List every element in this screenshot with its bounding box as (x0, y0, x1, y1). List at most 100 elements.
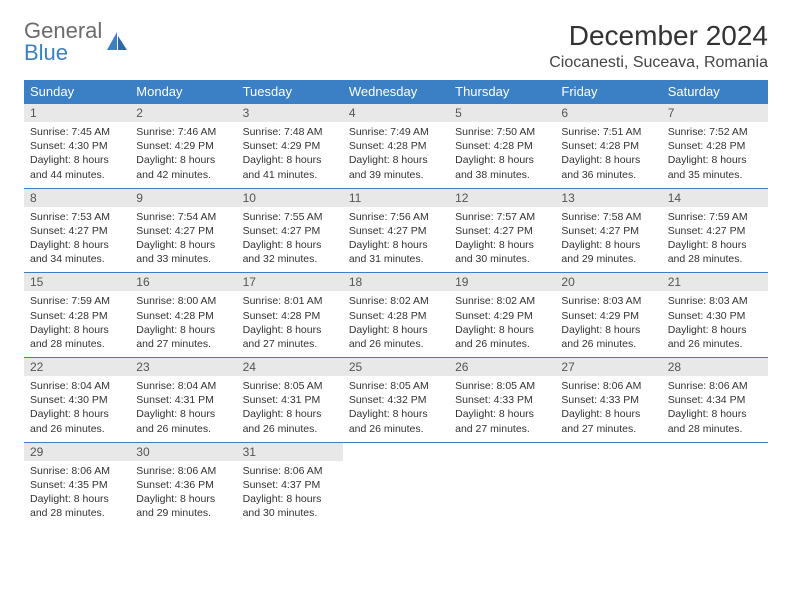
day-number: 8 (24, 189, 130, 207)
calendar-day-cell: 12Sunrise: 7:57 AMSunset: 4:27 PMDayligh… (449, 188, 555, 273)
day-number: 14 (662, 189, 768, 207)
day-number: 20 (555, 273, 661, 291)
day-number: 4 (343, 104, 449, 122)
calendar-day-cell: 25Sunrise: 8:05 AMSunset: 4:32 PMDayligh… (343, 358, 449, 443)
day-number: 5 (449, 104, 555, 122)
page-header: General Blue December 2024 Ciocanesti, S… (24, 20, 768, 72)
calendar-day-cell: 26Sunrise: 8:05 AMSunset: 4:33 PMDayligh… (449, 358, 555, 443)
calendar-day-cell: 29Sunrise: 8:06 AMSunset: 4:35 PMDayligh… (24, 442, 130, 526)
calendar-day-cell: 8Sunrise: 7:53 AMSunset: 4:27 PMDaylight… (24, 188, 130, 273)
calendar-week-row: 15Sunrise: 7:59 AMSunset: 4:28 PMDayligh… (24, 273, 768, 358)
day-number: 18 (343, 273, 449, 291)
day-number: 13 (555, 189, 661, 207)
calendar-day-cell: .. (449, 442, 555, 526)
day-number: 17 (237, 273, 343, 291)
calendar-day-cell: 13Sunrise: 7:58 AMSunset: 4:27 PMDayligh… (555, 188, 661, 273)
calendar-week-row: 29Sunrise: 8:06 AMSunset: 4:35 PMDayligh… (24, 442, 768, 526)
day-details: Sunrise: 7:48 AMSunset: 4:29 PMDaylight:… (237, 122, 343, 188)
day-header: Friday (555, 80, 661, 104)
day-details: Sunrise: 7:54 AMSunset: 4:27 PMDaylight:… (130, 207, 236, 273)
day-number: 30 (130, 443, 236, 461)
day-details: Sunrise: 7:57 AMSunset: 4:27 PMDaylight:… (449, 207, 555, 273)
day-details: Sunrise: 7:55 AMSunset: 4:27 PMDaylight:… (237, 207, 343, 273)
calendar-day-cell: 6Sunrise: 7:51 AMSunset: 4:28 PMDaylight… (555, 104, 661, 189)
calendar-day-cell: 31Sunrise: 8:06 AMSunset: 4:37 PMDayligh… (237, 442, 343, 526)
day-details: Sunrise: 8:06 AMSunset: 4:37 PMDaylight:… (237, 461, 343, 527)
day-number: 10 (237, 189, 343, 207)
day-details: Sunrise: 8:02 AMSunset: 4:29 PMDaylight:… (449, 291, 555, 357)
title-block: December 2024 Ciocanesti, Suceava, Roman… (549, 20, 768, 72)
calendar-day-cell: 18Sunrise: 8:02 AMSunset: 4:28 PMDayligh… (343, 273, 449, 358)
calendar-day-cell: 5Sunrise: 7:50 AMSunset: 4:28 PMDaylight… (449, 104, 555, 189)
day-details: Sunrise: 8:03 AMSunset: 4:30 PMDaylight:… (662, 291, 768, 357)
day-header: Thursday (449, 80, 555, 104)
logo-sail-icon (105, 30, 129, 52)
day-number: 11 (343, 189, 449, 207)
day-details: Sunrise: 8:05 AMSunset: 4:31 PMDaylight:… (237, 376, 343, 442)
day-number: 15 (24, 273, 130, 291)
day-number: 26 (449, 358, 555, 376)
day-details: Sunrise: 8:00 AMSunset: 4:28 PMDaylight:… (130, 291, 236, 357)
calendar-day-cell: 27Sunrise: 8:06 AMSunset: 4:33 PMDayligh… (555, 358, 661, 443)
day-header: Wednesday (343, 80, 449, 104)
day-number: 24 (237, 358, 343, 376)
day-details: Sunrise: 7:59 AMSunset: 4:28 PMDaylight:… (24, 291, 130, 357)
day-header: Saturday (662, 80, 768, 104)
calendar-day-cell: .. (662, 442, 768, 526)
day-number: 29 (24, 443, 130, 461)
calendar-day-cell: 1Sunrise: 7:45 AMSunset: 4:30 PMDaylight… (24, 104, 130, 189)
day-details: Sunrise: 8:06 AMSunset: 4:34 PMDaylight:… (662, 376, 768, 442)
day-details: Sunrise: 7:58 AMSunset: 4:27 PMDaylight:… (555, 207, 661, 273)
calendar-day-cell: 28Sunrise: 8:06 AMSunset: 4:34 PMDayligh… (662, 358, 768, 443)
day-details: Sunrise: 7:53 AMSunset: 4:27 PMDaylight:… (24, 207, 130, 273)
day-number: 3 (237, 104, 343, 122)
day-number: 25 (343, 358, 449, 376)
day-number: 31 (237, 443, 343, 461)
calendar-day-cell: .. (555, 442, 661, 526)
calendar-day-cell: 15Sunrise: 7:59 AMSunset: 4:28 PMDayligh… (24, 273, 130, 358)
day-details: Sunrise: 7:45 AMSunset: 4:30 PMDaylight:… (24, 122, 130, 188)
day-number: 19 (449, 273, 555, 291)
day-details: Sunrise: 7:52 AMSunset: 4:28 PMDaylight:… (662, 122, 768, 188)
location-text: Ciocanesti, Suceava, Romania (549, 54, 768, 72)
day-number: 7 (662, 104, 768, 122)
calendar-day-cell: 20Sunrise: 8:03 AMSunset: 4:29 PMDayligh… (555, 273, 661, 358)
calendar-week-row: 22Sunrise: 8:04 AMSunset: 4:30 PMDayligh… (24, 358, 768, 443)
day-number: 1 (24, 104, 130, 122)
calendar-day-cell: 21Sunrise: 8:03 AMSunset: 4:30 PMDayligh… (662, 273, 768, 358)
day-number: 23 (130, 358, 236, 376)
calendar-table: Sunday Monday Tuesday Wednesday Thursday… (24, 80, 768, 526)
day-details: Sunrise: 7:50 AMSunset: 4:28 PMDaylight:… (449, 122, 555, 188)
day-details: Sunrise: 7:46 AMSunset: 4:29 PMDaylight:… (130, 122, 236, 188)
calendar-day-cell: 24Sunrise: 8:05 AMSunset: 4:31 PMDayligh… (237, 358, 343, 443)
day-details: Sunrise: 8:04 AMSunset: 4:31 PMDaylight:… (130, 376, 236, 442)
day-details: Sunrise: 8:04 AMSunset: 4:30 PMDaylight:… (24, 376, 130, 442)
day-number: 21 (662, 273, 768, 291)
day-details: Sunrise: 8:03 AMSunset: 4:29 PMDaylight:… (555, 291, 661, 357)
day-details: Sunrise: 8:01 AMSunset: 4:28 PMDaylight:… (237, 291, 343, 357)
calendar-day-cell: .. (343, 442, 449, 526)
day-details: Sunrise: 7:51 AMSunset: 4:28 PMDaylight:… (555, 122, 661, 188)
calendar-day-cell: 10Sunrise: 7:55 AMSunset: 4:27 PMDayligh… (237, 188, 343, 273)
calendar-week-row: 1Sunrise: 7:45 AMSunset: 4:30 PMDaylight… (24, 104, 768, 189)
calendar-day-cell: 3Sunrise: 7:48 AMSunset: 4:29 PMDaylight… (237, 104, 343, 189)
day-details: Sunrise: 8:02 AMSunset: 4:28 PMDaylight:… (343, 291, 449, 357)
day-number: 2 (130, 104, 236, 122)
calendar-day-cell: 2Sunrise: 7:46 AMSunset: 4:29 PMDaylight… (130, 104, 236, 189)
day-details: Sunrise: 8:06 AMSunset: 4:33 PMDaylight:… (555, 376, 661, 442)
calendar-day-cell: 22Sunrise: 8:04 AMSunset: 4:30 PMDayligh… (24, 358, 130, 443)
day-details: Sunrise: 7:56 AMSunset: 4:27 PMDaylight:… (343, 207, 449, 273)
month-title: December 2024 (549, 20, 768, 52)
calendar-day-cell: 19Sunrise: 8:02 AMSunset: 4:29 PMDayligh… (449, 273, 555, 358)
day-number: 27 (555, 358, 661, 376)
day-header: Monday (130, 80, 236, 104)
calendar-day-cell: 7Sunrise: 7:52 AMSunset: 4:28 PMDaylight… (662, 104, 768, 189)
calendar-day-cell: 11Sunrise: 7:56 AMSunset: 4:27 PMDayligh… (343, 188, 449, 273)
calendar-day-cell: 4Sunrise: 7:49 AMSunset: 4:28 PMDaylight… (343, 104, 449, 189)
calendar-day-cell: 23Sunrise: 8:04 AMSunset: 4:31 PMDayligh… (130, 358, 236, 443)
day-details: Sunrise: 7:49 AMSunset: 4:28 PMDaylight:… (343, 122, 449, 188)
brand-part2: Blue (24, 40, 68, 65)
day-number: 16 (130, 273, 236, 291)
day-header: Tuesday (237, 80, 343, 104)
day-number: 12 (449, 189, 555, 207)
